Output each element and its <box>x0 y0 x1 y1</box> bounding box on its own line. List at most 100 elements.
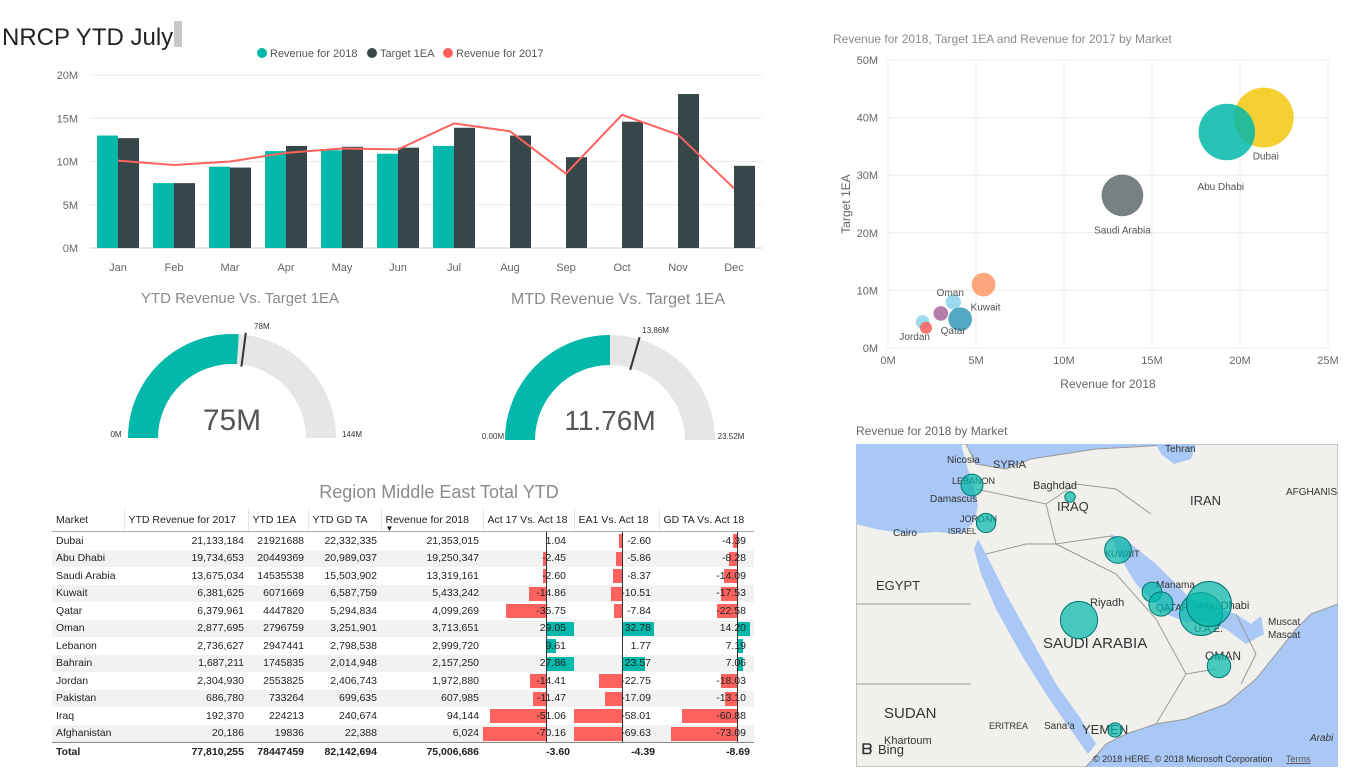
positive-bar <box>621 656 645 671</box>
column-header[interactable]: GD TA Vs. Act 18 <box>658 508 754 532</box>
x-tick-label: Mar <box>221 262 240 274</box>
column-header[interactable]: YTD GD TA <box>307 508 381 532</box>
bar-axis <box>736 689 738 707</box>
map-terms-link: Terms <box>1286 754 1311 764</box>
bar-axis <box>621 654 623 672</box>
bubble-label: Dubai <box>1253 152 1279 163</box>
negative-bar <box>725 691 737 706</box>
bar-axis <box>736 532 738 550</box>
map-red-sea <box>974 539 1096 754</box>
bing-logo-icon: ᗷ <box>862 741 872 757</box>
variance-value: -10.51 <box>621 587 651 600</box>
table-row[interactable]: Oman 2,877,695 2796759 3,251,901 3,713,651 29… <box>52 619 754 637</box>
x-tick-label: 10M <box>1053 355 1074 367</box>
table-row[interactable]: Pakistan 686,780 733264 699,635 607,985 -11.4… <box>52 689 754 707</box>
bar-target-1ea <box>174 183 195 248</box>
market-map[interactable]: TehranNicosiaSYRIALEBANONBaghdadAFGHANIS… <box>856 444 1338 767</box>
table-row[interactable]: Kuwait 6,381,625 6071669 6,587,759 5,433,242… <box>52 584 754 602</box>
table-row[interactable]: Abu Dhabi 19,734,653 20449369 20,989,037 19,… <box>52 549 754 567</box>
map-label-manama: Manama <box>1156 580 1195 591</box>
ytd-gauge[interactable]: 75M 0M 144M 78M <box>100 314 380 444</box>
value-cell: 22,388 <box>308 724 381 743</box>
mtd-gauge[interactable]: 11.76M 0.00M 23.52M 13.86M <box>470 316 760 446</box>
bar-axis <box>545 584 547 602</box>
legend-label: Revenue for 2018 <box>270 48 357 60</box>
column-header[interactable]: Act 17 Vs. Act 18 <box>482 508 574 532</box>
bubble-label: Qatar <box>941 326 967 337</box>
variance-cell: -58.01 <box>574 707 659 725</box>
negative-bar <box>720 674 737 688</box>
bubble-chart[interactable]: 0M 5M 10M 15M 20M 25M 0M 10M 20M 30M 40M 50M Revenue… <box>830 48 1340 398</box>
negative-bar <box>732 534 737 548</box>
y-tick-label: 10M <box>857 285 878 297</box>
bar-axis <box>736 619 738 637</box>
bubble <box>919 321 933 334</box>
map-label-iran: IRAN <box>1190 493 1221 508</box>
table-row[interactable]: Bahrain 1,687,211 1745835 2,014,948 2,157,25… <box>52 654 754 672</box>
y-axis-label: Target 1EA <box>839 174 853 233</box>
table-row[interactable]: Lebanon 2,736,627 2947441 2,798,538 2,999,72… <box>52 637 754 655</box>
map-label-egypt: EGYPT <box>876 578 920 593</box>
bar-axis <box>621 637 623 655</box>
market-cell: Kuwait <box>52 584 124 602</box>
market-table[interactable]: Market YTD Revenue for 2017 YTD 1EA YTD GD … <box>52 508 754 761</box>
bubble-label: Kuwait <box>971 303 1001 314</box>
bar-target-1ea <box>454 127 475 248</box>
table-row[interactable]: Qatar 6,379,961 4447820 5,294,834 4,099,269 -… <box>52 602 754 620</box>
legend-label: Target 1EA <box>380 48 435 60</box>
variance-value: -8.37 <box>627 569 651 582</box>
map-label-iraq: IRAQ <box>1057 499 1089 514</box>
y-tick-label: 0M <box>863 343 878 355</box>
value-cell: 1,687,211 <box>124 654 248 672</box>
column-header[interactable]: Market <box>52 508 124 532</box>
bar-axis <box>621 584 623 602</box>
total-cell: -3.60 <box>483 742 574 761</box>
bar-target-1ea <box>678 94 699 248</box>
map-label-sanaa: Sana'a <box>1044 721 1075 732</box>
value-cell: 2,304,930 <box>197 674 244 687</box>
variance-value: 9.61 <box>545 639 566 652</box>
bar-target-1ea <box>510 135 531 248</box>
bubble-label: Oman <box>937 288 964 299</box>
mtd-gauge-title: MTD Revenue Vs. Target 1EA <box>510 291 726 308</box>
report-title: NRCP YTD July <box>2 24 174 51</box>
column-header[interactable]: YTD Revenue for 2017 <box>123 508 248 532</box>
bar-target-1ea <box>622 121 643 248</box>
variance-cell: 29.05 <box>483 619 574 637</box>
value-cell: 13,319,161 <box>426 569 479 582</box>
map-label-syria: SYRIA <box>993 459 1027 471</box>
value-cell: 240,674 <box>339 709 377 722</box>
table-row[interactable]: Jordan 2,304,930 2553825 2,406,743 1,972,880… <box>52 672 754 690</box>
positive-bar <box>545 656 574 671</box>
map-label-arabian: Arabi <box>1309 733 1334 744</box>
column-header[interactable]: YTD 1EA <box>247 508 308 532</box>
column-header[interactable]: EA1 Vs. Act 18 <box>573 508 659 532</box>
variance-cell: -60.88 <box>659 707 754 725</box>
y-tick-label: 30M <box>857 170 878 182</box>
negative-bar <box>483 726 546 741</box>
variance-value: 29.05 <box>539 622 566 635</box>
value-cell: 2,877,695 <box>124 619 248 637</box>
monthly-combo-chart[interactable]: 0M 5M 10M 15M 20M Revenue for 2018 Target 1EA R… <box>40 40 770 280</box>
map-label-tehran: Tehran <box>1165 444 1196 455</box>
variance-cell: -2.60 <box>574 532 659 550</box>
variance-cell: -17.09 <box>574 689 659 707</box>
sort-desc-icon[interactable]: ▼ <box>385 524 394 532</box>
table-row[interactable]: Dubai 21,133,184 21921688 22,332,335 21,353,… <box>52 532 754 550</box>
map-title: Revenue for 2018 by Market <box>856 424 1008 438</box>
bar-target-1ea <box>734 165 755 248</box>
bar-axis <box>545 602 547 620</box>
bar-axis <box>736 637 738 655</box>
bubble <box>945 294 961 310</box>
negative-bar <box>542 569 546 583</box>
title-accent-bar <box>174 21 182 47</box>
variance-cell: -8.37 <box>574 567 659 585</box>
x-tick-label: Oct <box>613 262 630 274</box>
table-row[interactable]: Iraq 192,370 224213 240,674 94,144 -51.06 -58.… <box>52 707 754 725</box>
value-cell: 14535538 <box>257 569 304 582</box>
table-row[interactable]: Afghanistan 20,186 19836 22,388 6,024 -70.16 -… <box>52 724 754 743</box>
column-header[interactable]: Revenue for 2018 ▼ <box>380 508 483 532</box>
value-cell: 15,503,902 <box>324 569 377 582</box>
gauge-target-line <box>629 336 641 371</box>
table-row[interactable]: Saudi Arabia 13,675,034 14535538 15,503,902… <box>52 567 754 585</box>
